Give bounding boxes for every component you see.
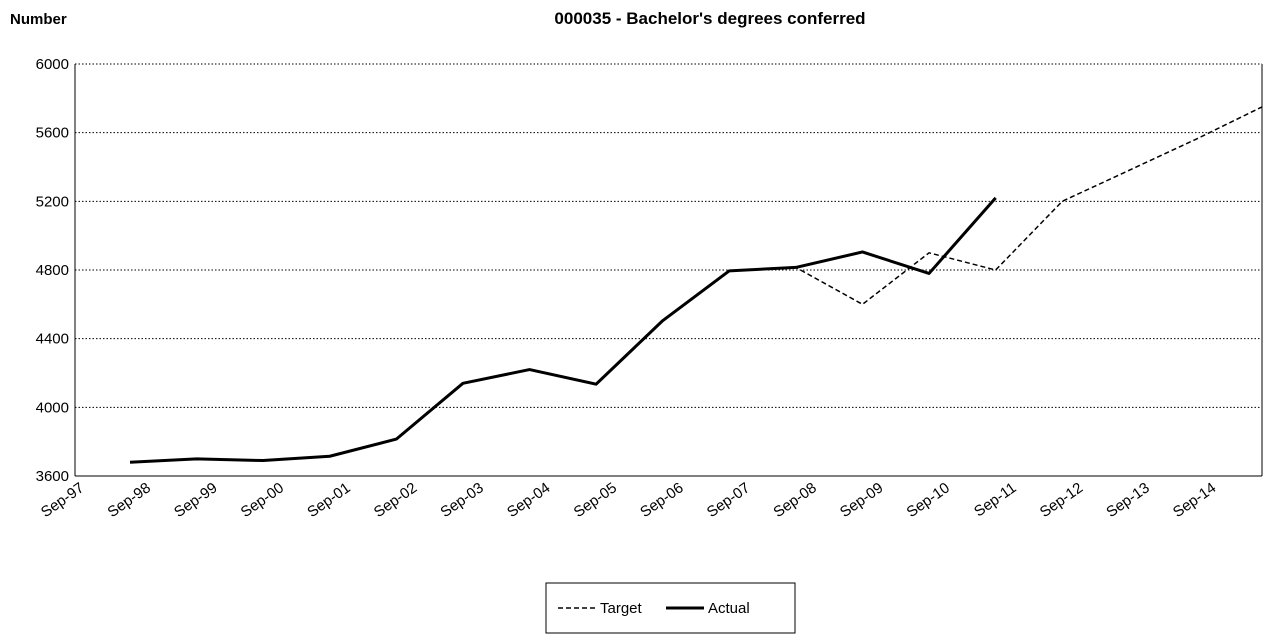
x-tick-label: Sep-04 — [504, 479, 553, 521]
line-series — [729, 106, 1263, 306]
x-tick-label: Sep-00 — [238, 479, 287, 521]
x-tick-label: Sep-10 — [904, 479, 953, 521]
legend-label: Actual — [708, 600, 750, 617]
y-tick-label: 5200 — [36, 193, 69, 210]
x-tick-label: Sep-03 — [437, 479, 486, 521]
x-tick-label: Sep-09 — [837, 479, 886, 521]
legend-label: Target — [600, 600, 643, 617]
y-axis-label: Number — [10, 11, 67, 28]
y-tick-label: 5600 — [36, 125, 69, 142]
x-tick-label: Sep-99 — [171, 479, 220, 521]
x-tick-label: Sep-02 — [371, 479, 420, 521]
x-tick-label: Sep-01 — [304, 479, 353, 521]
x-tick-label: Sep-98 — [105, 479, 154, 521]
x-tick-label: Sep-07 — [704, 479, 753, 521]
y-tick-label: 4400 — [36, 331, 69, 348]
x-tick-label: Sep-14 — [1170, 479, 1219, 521]
y-tick-label: 6000 — [36, 56, 69, 73]
x-tick-label: Sep-08 — [770, 479, 819, 521]
x-tick-label: Sep-05 — [571, 479, 620, 521]
chart-title: 000035 - Bachelor's degrees conferred — [554, 9, 865, 28]
x-tick-label: Sep-97 — [38, 479, 87, 521]
x-tick-label: Sep-13 — [1103, 479, 1152, 521]
y-tick-label: 4000 — [36, 399, 69, 416]
x-tick-label: Sep-12 — [1037, 479, 1086, 521]
line-series — [129, 196, 997, 464]
x-tick-label: Sep-06 — [637, 479, 686, 521]
y-tick-label: 3600 — [36, 468, 69, 485]
y-tick-label: 4800 — [36, 262, 69, 279]
x-tick-label: Sep-11 — [971, 479, 1019, 520]
